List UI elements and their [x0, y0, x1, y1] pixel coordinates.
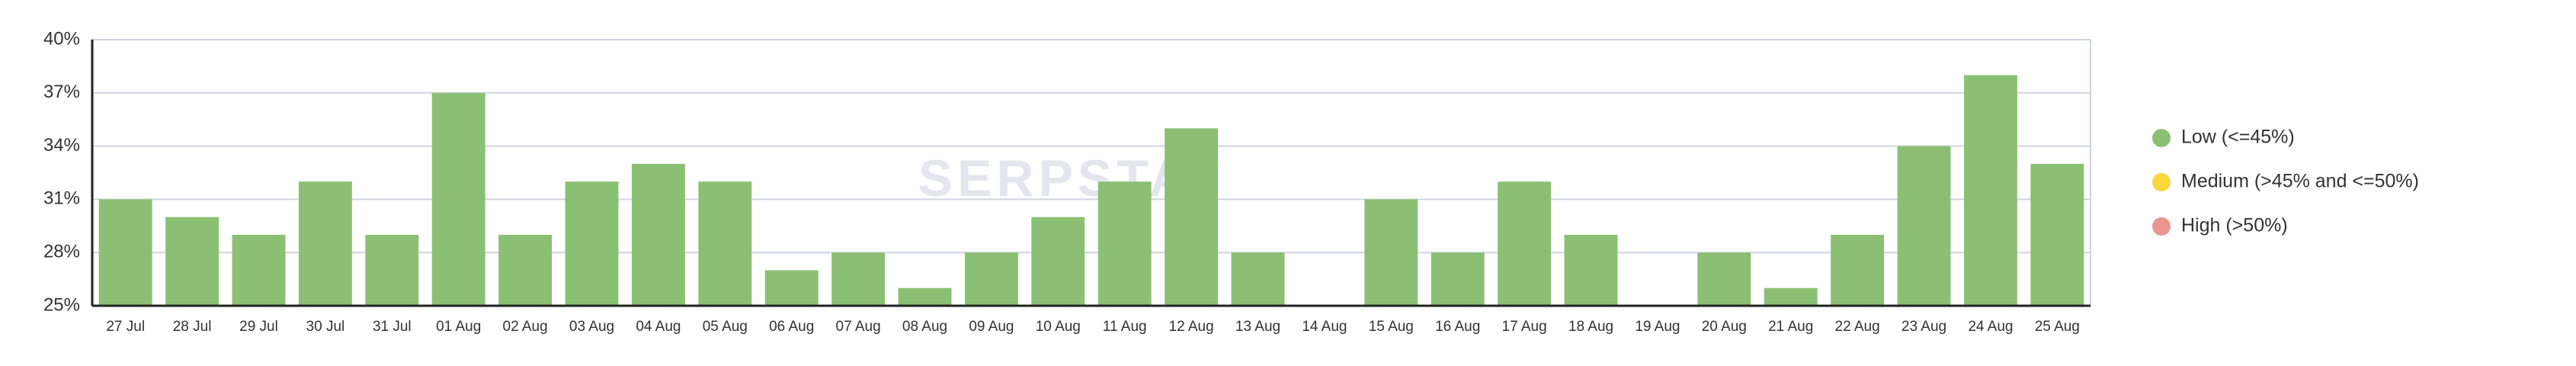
- bar: [631, 163, 685, 306]
- bar: [2030, 163, 2084, 306]
- bar: [764, 270, 819, 306]
- legend-label: Low (<=45%): [2181, 127, 2295, 148]
- x-tick-label: 29 Jul: [239, 319, 278, 335]
- bar: [498, 234, 553, 306]
- x-tick-label: 11 Aug: [1103, 319, 1147, 335]
- bar: [898, 287, 952, 306]
- x-tick-label: 18 Aug: [1568, 319, 1613, 335]
- bar: [831, 252, 886, 306]
- legend-label: Medium (>45% and <=50%): [2181, 171, 2419, 192]
- x-tick-label: 01 Aug: [436, 319, 481, 335]
- bar: [964, 252, 1018, 306]
- bar: [1564, 234, 1618, 306]
- x-tick-label: 16 Aug: [1435, 319, 1480, 335]
- y-tick-label: 40%: [43, 28, 80, 49]
- bar: [1097, 181, 1152, 306]
- bar: [1963, 75, 2017, 307]
- x-tick-label: 06 Aug: [769, 319, 814, 335]
- bar: [1831, 234, 1885, 306]
- bar: [1897, 146, 1951, 306]
- x-tick-label: 19 Aug: [1635, 319, 1680, 335]
- x-tick-label: 02 Aug: [503, 319, 548, 335]
- x-tick-label: 03 Aug: [569, 319, 614, 335]
- bar: [98, 199, 152, 306]
- legend-swatch: [2152, 129, 2171, 147]
- x-tick-label: 25 Aug: [2035, 319, 2080, 335]
- x-tick-label: 09 Aug: [969, 319, 1014, 335]
- bar: [165, 217, 219, 306]
- bar: [232, 234, 286, 306]
- y-tick-label: 28%: [43, 242, 80, 262]
- x-tick-label: 23 Aug: [1902, 319, 1946, 335]
- bar: [1431, 252, 1485, 306]
- x-tick-label: 10 Aug: [1036, 319, 1081, 335]
- bar: [565, 181, 619, 306]
- bar: [1165, 128, 1219, 306]
- x-tick-label: 14 Aug: [1302, 319, 1347, 335]
- x-tick-label: 28 Jul: [173, 319, 212, 335]
- x-tick-label: 24 Aug: [1968, 319, 2013, 335]
- bar: [1764, 287, 1818, 306]
- x-tick-label: 30 Jul: [306, 319, 345, 335]
- x-tick-label: 31 Jul: [373, 319, 412, 335]
- x-tick-label: 04 Aug: [636, 319, 681, 335]
- x-tick-label: 27 Jul: [106, 319, 145, 335]
- bar: [365, 234, 419, 306]
- bar: [1364, 199, 1418, 306]
- y-tick-label: 31%: [43, 188, 80, 209]
- x-tick-label: 12 Aug: [1169, 319, 1214, 335]
- bar: [298, 181, 352, 306]
- y-tick-label: 34%: [43, 135, 80, 156]
- x-tick-label: 22 Aug: [1835, 319, 1880, 335]
- y-tick-label: 37%: [43, 82, 80, 102]
- legend-swatch: [2152, 173, 2171, 191]
- bar: [1697, 252, 1751, 306]
- bar: [1498, 181, 1552, 306]
- x-tick-label: 20 Aug: [1702, 319, 1747, 335]
- x-tick-label: 17 Aug: [1502, 319, 1547, 335]
- y-tick-label: 25%: [43, 294, 80, 315]
- legend-swatch: [2152, 217, 2171, 236]
- x-tick-label: 07 Aug: [836, 319, 881, 335]
- bar: [1231, 252, 1285, 306]
- legend-label: High (>50%): [2181, 215, 2288, 236]
- x-tick-label: 13 Aug: [1235, 319, 1280, 335]
- x-tick-label: 08 Aug: [902, 319, 947, 335]
- x-tick-label: 05 Aug: [703, 319, 748, 335]
- x-tick-label: 15 Aug: [1369, 319, 1414, 335]
- bar: [1031, 217, 1085, 306]
- x-tick-label: 21 Aug: [1768, 319, 1813, 335]
- bar: [698, 181, 752, 306]
- bar: [431, 92, 485, 307]
